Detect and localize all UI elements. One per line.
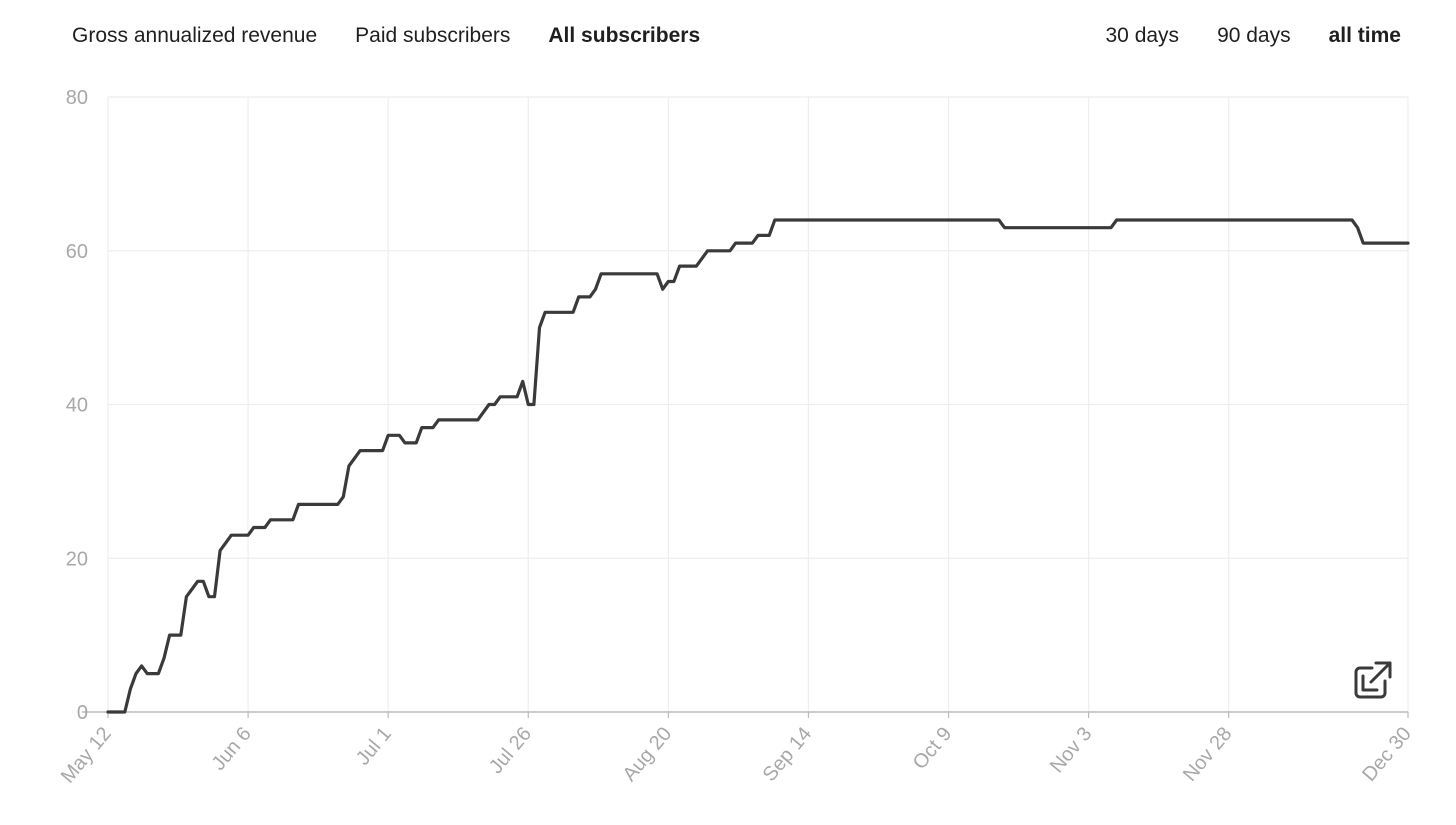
- x-tick-label-4: Aug 20: [619, 723, 677, 786]
- x-axis-ticks: May 12 Jun 6 Jul 1 Jul 26 Aug 20 Sep 14 Oct 9 N…: [57, 723, 1416, 787]
- x-tick-label-0: May 12: [57, 723, 116, 787]
- tab-90-days[interactable]: 90 days: [1217, 24, 1291, 47]
- x-tick-label-8: Nov 28: [1179, 723, 1237, 786]
- series-line-0: [106, 218, 1410, 714]
- tab-all-subscribers[interactable]: All subscribers: [548, 24, 701, 47]
- external-link-icon[interactable]: [1352, 659, 1394, 701]
- x-tick-label-3: Jul 26: [485, 723, 536, 778]
- range-tabs: 30 days 90 days all time: [1106, 24, 1402, 48]
- y-tick-label-20: 20: [66, 548, 88, 570]
- x-tick-label-1: Jun 6: [208, 723, 256, 775]
- tab-all-time[interactable]: all time: [1328, 24, 1401, 47]
- y-axis-ticks: 0 20 40 60 80: [66, 87, 88, 724]
- y-tick-label-80: 80: [66, 87, 88, 109]
- x-tick-label-2: Jul 1: [352, 723, 396, 770]
- y-tick-label-60: 60: [66, 241, 88, 263]
- y-tick-label-40: 40: [66, 395, 88, 417]
- y-tick-label-0: 0: [77, 702, 88, 724]
- x-tick-label-7: Nov 3: [1046, 723, 1096, 777]
- x-tick-label-9: Dec 30: [1358, 723, 1416, 786]
- metric-tabs: Gross annualized revenue Paid subscriber…: [72, 24, 700, 48]
- x-tick-label-5: Sep 14: [759, 723, 817, 786]
- tab-gross-annualized-revenue[interactable]: Gross annualized revenue: [72, 24, 318, 47]
- tab-30-days[interactable]: 30 days: [1105, 24, 1180, 47]
- axes: [82, 711, 1409, 718]
- grid-lines: [107, 96, 1409, 712]
- series-layer: [106, 218, 1410, 714]
- tab-paid-subscribers[interactable]: Paid subscribers: [355, 24, 511, 47]
- x-tick-label-6: Oct 9: [909, 723, 957, 774]
